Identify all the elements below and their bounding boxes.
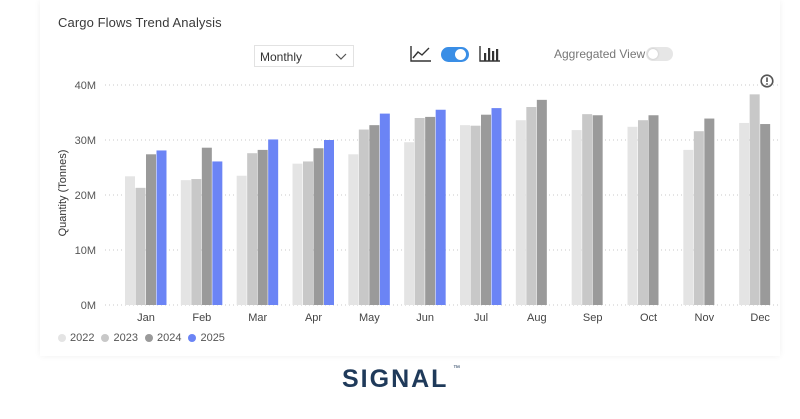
bar-2024-Jan[interactable] (146, 154, 156, 305)
x-tick-label: Nov (695, 312, 715, 324)
x-tick-label: Aug (527, 312, 547, 324)
bar-2024-Feb[interactable] (201, 147, 212, 305)
y-tick-label: 40M (75, 80, 96, 92)
bar-2022-Nov[interactable] (683, 149, 694, 305)
bar-2022-Jul[interactable] (460, 125, 470, 306)
bar-2022-May[interactable] (348, 154, 359, 305)
line-chart-icon[interactable] (409, 44, 433, 64)
bar-2023-Jun[interactable] (414, 118, 425, 305)
bar-2022-Sep[interactable] (571, 130, 582, 305)
bar-2025-Feb[interactable] (212, 161, 223, 305)
bar-2023-Feb[interactable] (191, 179, 202, 305)
x-tick-label: Jul (474, 312, 488, 324)
bar-2025-Jun[interactable] (435, 109, 446, 305)
aggregated-view-toggle[interactable] (646, 47, 673, 61)
bar-2022-Jun[interactable] (404, 142, 415, 305)
legend-swatch (101, 334, 110, 342)
bar-2024-May[interactable] (369, 125, 380, 306)
chart-type-toggle[interactable] (441, 47, 469, 62)
bar-2025-May[interactable] (379, 113, 390, 305)
legend-item-2023[interactable]: 2023 (101, 332, 138, 344)
x-tick-label: Apr (305, 312, 322, 324)
bar-chart-icon[interactable] (478, 44, 502, 64)
bar-2024-Aug[interactable] (536, 99, 547, 305)
bar-chart: 0M 10M 20M 30M 40M Jan Feb Mar Apr May Jun Jul Aug S… (57, 80, 780, 324)
bar-2023-Dec[interactable] (749, 94, 760, 305)
toggle-knob (648, 49, 658, 59)
toggle-knob (455, 49, 466, 60)
bar-2023-Mar[interactable] (247, 153, 258, 305)
bar-2022-Apr[interactable] (292, 163, 303, 305)
bar-2025-Apr[interactable] (324, 140, 334, 305)
bar-2023-Apr[interactable] (303, 161, 313, 305)
bar-2023-Nov[interactable] (693, 131, 704, 305)
legend-item-2022[interactable]: 2022 (58, 332, 94, 344)
bar-2024-Sep[interactable] (592, 115, 603, 305)
bar-2024-Dec[interactable] (760, 124, 771, 305)
bar-2024-Oct[interactable] (648, 115, 659, 305)
bar-2023-Sep[interactable] (582, 114, 593, 306)
y-tick-label: 10M (75, 245, 96, 257)
bar-2024-Apr[interactable] (313, 148, 324, 305)
legend-swatch (188, 334, 197, 342)
legend-label: 2025 (200, 332, 225, 344)
legend-swatch (144, 334, 153, 342)
bar-2022-Jan[interactable] (125, 176, 135, 305)
legend-swatch (58, 334, 66, 342)
bar-2022-Dec[interactable] (739, 122, 750, 305)
bar-2022-Mar[interactable] (236, 175, 247, 305)
legend-label: 2024 (156, 332, 182, 344)
logo-text: SIGNAL (342, 365, 448, 393)
y-axis-label: Quantity (Tonnes) (57, 150, 69, 237)
bar-2023-Jan[interactable] (135, 187, 146, 305)
bar-2023-Oct[interactable] (638, 120, 648, 305)
bar-2022-Aug[interactable] (515, 120, 526, 305)
logo-trademark: ™ (453, 365, 460, 372)
bar-2024-Jul[interactable] (481, 114, 491, 305)
legend-item-2024[interactable]: 2024 (144, 332, 182, 344)
x-tick-label: Jun (416, 312, 434, 324)
legend-label: 2023 (113, 332, 138, 344)
y-tick-label: 30M (75, 135, 96, 147)
bar-2022-Feb[interactable] (180, 180, 191, 305)
aggregated-view-label: Aggregated View (554, 47, 646, 61)
x-tick-label: Sep (583, 312, 603, 324)
period-dropdown-value: Monthly (260, 50, 303, 64)
chart-title: Cargo Flows Trend Analysis (58, 15, 222, 30)
info-icon[interactable] (760, 74, 774, 88)
chart-legend: 2022 2023 2024 2025 (58, 332, 232, 344)
x-tick-label: May (359, 312, 380, 324)
bar-2023-Aug[interactable] (526, 107, 537, 305)
bar-2023-Jul[interactable] (470, 125, 481, 305)
x-tick-label: Oct (640, 312, 657, 324)
x-tick-label: Jan (137, 312, 155, 324)
bar-2024-Jun[interactable] (425, 116, 436, 306)
bar-2024-Nov[interactable] (704, 118, 715, 305)
period-dropdown[interactable]: Monthly (254, 45, 354, 67)
bar-2022-Oct[interactable] (627, 126, 638, 305)
x-tick-label: Dec (750, 312, 770, 324)
bar-2025-Jan[interactable] (156, 150, 167, 305)
bar-2025-Mar[interactable] (268, 139, 279, 305)
x-tick-label: Feb (192, 312, 211, 324)
y-tick-label: 0M (81, 300, 96, 312)
signal-logo: SIGNAL ™ (342, 365, 460, 393)
bar-2023-May[interactable] (358, 129, 369, 305)
legend-label: 2022 (70, 332, 95, 344)
legend-item-2025[interactable]: 2025 (188, 332, 225, 344)
bar-2025-Jul[interactable] (491, 108, 502, 305)
chevron-down-icon (335, 53, 347, 60)
y-tick-label: 20M (75, 190, 96, 202)
x-tick-label: Mar (248, 312, 267, 324)
bar-2024-Mar[interactable] (257, 149, 268, 305)
